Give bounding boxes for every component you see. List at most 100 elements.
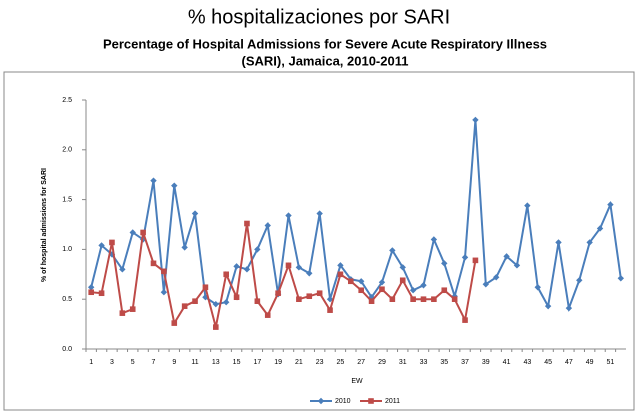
legend-label: 2011: [385, 398, 400, 405]
x-tick-label: 51: [607, 359, 615, 366]
chart-title: % hospitalizaciones por SARI: [188, 6, 450, 28]
point: [264, 222, 271, 229]
point: [87, 284, 95, 291]
x-tick-label: 11: [191, 359, 198, 366]
x-tick-label: 1: [89, 359, 93, 366]
point: [295, 264, 303, 271]
point: [503, 253, 510, 260]
point: [222, 298, 230, 306]
point: [233, 263, 240, 270]
x-tick-label: 3: [110, 359, 114, 366]
point: [378, 279, 386, 286]
point: [202, 284, 209, 291]
point: [379, 286, 385, 293]
point: [451, 296, 458, 302]
x-tick-label: 37: [461, 359, 469, 366]
point: [389, 296, 396, 302]
point: [430, 236, 438, 243]
point: [316, 210, 323, 217]
y-tick-label: 0.5: [62, 296, 72, 303]
point: [565, 304, 573, 312]
chart-frame: [3, 71, 635, 411]
series-line: [90, 119, 622, 313]
x-tick-label: 13: [212, 359, 220, 366]
point: [358, 287, 364, 294]
point: [296, 296, 302, 302]
point: [181, 303, 188, 309]
point: [316, 290, 323, 297]
point: [213, 324, 219, 330]
point: [368, 298, 375, 304]
point: [129, 229, 136, 236]
point: [264, 312, 271, 318]
x-axis-label: EW: [351, 378, 363, 385]
point: [212, 300, 220, 308]
x-tick-label: 35: [440, 359, 448, 366]
x-tick-label: 33: [420, 359, 428, 366]
point: [181, 244, 188, 251]
point: [482, 281, 490, 288]
point: [150, 260, 157, 267]
point: [472, 116, 479, 124]
point: [192, 298, 198, 304]
x-tick-label: 9: [172, 359, 176, 366]
point: [399, 277, 406, 284]
point: [410, 296, 416, 302]
point: [223, 271, 229, 278]
point: [420, 296, 427, 302]
point: [461, 254, 469, 261]
x-tick-label: 17: [253, 359, 261, 366]
x-tick-label: 7: [152, 359, 156, 366]
point: [617, 275, 625, 282]
point: [98, 242, 105, 249]
y-tick-label: 2.0: [62, 147, 72, 154]
point: [119, 266, 126, 273]
point: [285, 212, 292, 219]
y-tick-label: 1.0: [62, 246, 72, 253]
x-tick-label: 41: [503, 359, 511, 366]
point: [317, 397, 325, 405]
point: [150, 177, 157, 184]
point: [191, 210, 199, 217]
point: [98, 290, 105, 297]
x-tick-label: 47: [565, 359, 573, 366]
point: [327, 307, 333, 313]
point: [555, 239, 562, 246]
point: [586, 239, 593, 246]
y-axis-label: % of hospital admissions for SARI: [41, 168, 48, 282]
x-tick-label: 5: [131, 359, 135, 366]
point: [244, 220, 250, 227]
point: [171, 320, 178, 326]
point: [337, 271, 344, 278]
point: [243, 266, 251, 273]
point: [109, 239, 115, 246]
x-tick-label: 15: [233, 359, 241, 366]
x-tick-label: 25: [337, 359, 345, 366]
point: [161, 268, 167, 275]
point: [119, 310, 126, 316]
series-line: [91, 223, 477, 328]
point: [492, 274, 500, 281]
point: [441, 287, 448, 294]
y-tick-label: 0.0: [62, 346, 72, 353]
point: [337, 262, 344, 269]
point: [462, 317, 468, 323]
x-tick-label: 23: [316, 359, 324, 366]
point: [306, 293, 313, 300]
point: [233, 294, 240, 301]
point: [524, 202, 531, 209]
chart-subtitle: Percentage of Hospital Admissions for Se…: [103, 36, 547, 51]
point: [409, 287, 417, 294]
point: [576, 277, 583, 284]
point: [348, 278, 354, 285]
point: [513, 262, 521, 269]
point: [431, 296, 437, 302]
y-tick-label: 1.5: [62, 196, 72, 203]
point: [88, 289, 94, 296]
point: [160, 289, 168, 296]
point: [607, 201, 614, 208]
x-tick-label: 19: [274, 359, 282, 366]
legend-label: 2010: [335, 398, 351, 405]
point: [357, 278, 365, 285]
